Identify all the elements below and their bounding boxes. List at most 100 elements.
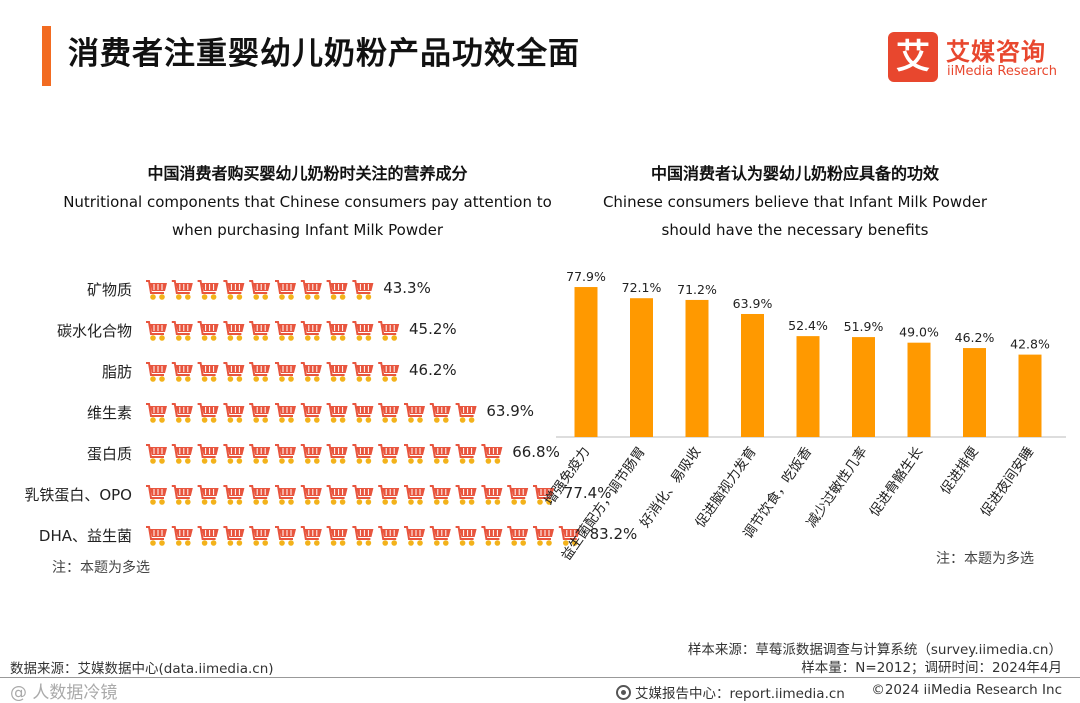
shopping-cart-icon [249, 526, 271, 546]
right-category-label: 促进排便 [938, 444, 982, 498]
right-value-label: 49.0% [899, 325, 939, 340]
left-category-label: 脂肪 [101, 363, 132, 381]
right-bar [630, 298, 653, 437]
right-value-label: 51.9% [844, 319, 884, 334]
left-bar [146, 526, 580, 546]
left-chart-subtitle-1: Nutritional components that Chinese cons… [63, 193, 552, 211]
right-bar [685, 299, 709, 437]
left-chart-title-block: 中国消费者购买婴幼儿奶粉时关注的营养成分 Nutritional compone… [40, 160, 575, 244]
shopping-cart-icon [275, 485, 296, 505]
right-value-label: 46.2% [955, 330, 995, 345]
shopping-cart-icon [275, 321, 296, 341]
shopping-cart-icon [429, 485, 451, 505]
shopping-cart-icon [326, 321, 348, 341]
logo-name-en: iiMedia Research [947, 64, 1058, 79]
shopping-cart-icon [146, 362, 167, 382]
brand-logo: 艾 艾媒咨询 iiMedia Research [888, 32, 1060, 82]
shopping-cart-icon [275, 403, 296, 423]
shopping-cart-icon [326, 280, 348, 300]
right-value-label: 71.2% [677, 282, 717, 297]
right-bar [963, 348, 986, 437]
shopping-cart-icon [326, 403, 348, 423]
shopping-cart-icon [429, 444, 451, 464]
shopping-cart-icon [300, 362, 322, 382]
left-value-label: 43.3% [383, 279, 431, 297]
watermark: @ 人数据冷镜 [10, 683, 118, 703]
right-bar [1018, 354, 1042, 437]
left-category-label: 乳铁蛋白、OPO [24, 486, 132, 504]
right-chart-subtitle-1: Chinese consumers believe that Infant Mi… [602, 193, 988, 211]
right-value-label: 72.1% [622, 280, 662, 295]
shopping-cart-icon [404, 485, 425, 505]
shopping-cart-icon [404, 444, 425, 464]
right-category-label: 促进夜间安睡 [978, 444, 1038, 520]
footer-divider [0, 677, 1080, 678]
data-source: 数据来源：艾媒数据中心(data.iimedia.cn) [10, 661, 274, 677]
shopping-cart-icon [300, 403, 322, 423]
shopping-cart-icon [171, 444, 193, 464]
left-bar [146, 485, 554, 505]
shopping-cart-icon [352, 485, 374, 505]
left-value-label: 63.9% [486, 402, 535, 420]
shopping-cart-icon [249, 362, 271, 382]
shopping-cart-icon [352, 526, 374, 546]
right-chart-title: 中国消费者认为婴幼儿奶粉应具备的功效 [650, 164, 939, 183]
shopping-cart-icon [223, 403, 245, 423]
right-value-label: 77.9% [566, 269, 606, 284]
shopping-cart-icon [223, 444, 245, 464]
shopping-cart-icon [223, 280, 245, 300]
right-bar [907, 342, 931, 437]
right-bar [574, 287, 598, 437]
sample-info: 样本量：N=2012；调研时间：2024年4月 [801, 660, 1062, 676]
shopping-cart-icon [481, 444, 503, 464]
left-chart-title: 中国消费者购买婴幼儿奶粉时关注的营养成分 [147, 164, 468, 183]
page-title: 消费者注重婴幼儿奶粉产品功效全面 [68, 36, 580, 72]
shopping-cart-icon [275, 444, 296, 464]
shopping-cart-icon [404, 403, 425, 423]
left-value-label: 83.2% [589, 525, 638, 543]
shopping-cart-icon [146, 280, 167, 300]
shopping-cart-icon [352, 321, 374, 341]
shopping-cart-icon [378, 485, 400, 505]
shopping-cart-icon [378, 362, 400, 382]
left-value-label: 77.4% [563, 484, 612, 502]
shopping-cart-icon [558, 526, 580, 546]
right-value-label: 63.9% [733, 296, 773, 311]
right-bar [741, 313, 764, 437]
shopping-cart-icon [429, 526, 451, 546]
report-center-text: 艾媒报告中心：report.iimedia.cn [635, 686, 845, 702]
shopping-cart-icon [455, 444, 477, 464]
shopping-cart-icon [197, 403, 219, 423]
left-category-label: DHA、益生菌 [38, 527, 132, 545]
shopping-cart-icon [455, 485, 477, 505]
right-chart: 77.9%增强免疫力72.1%益生菌配方，调节肠胃71.2%好消化、易吸收63.… [541, 269, 1066, 560]
shopping-cart-icon [300, 280, 322, 300]
left-category-label: 碳水化合物 [56, 322, 132, 340]
right-bar [796, 336, 820, 437]
shopping-cart-icon [352, 280, 374, 300]
shopping-cart-icon [352, 403, 374, 423]
shopping-cart-icon [249, 444, 271, 464]
shopping-cart-icon [223, 321, 245, 341]
right-chart-title-block: 中国消费者认为婴幼儿奶粉应具备的功效 Chinese consumers bel… [560, 160, 1030, 244]
shopping-cart-icon [275, 362, 296, 382]
shopping-cart-icon [507, 526, 529, 546]
left-value-label: 66.8% [512, 443, 560, 461]
shopping-cart-icon [275, 280, 296, 300]
title-accent-bar [42, 26, 51, 86]
right-value-label: 52.4% [788, 318, 828, 333]
left-value-label: 45.2% [409, 320, 457, 338]
left-bar [146, 444, 503, 464]
shopping-cart-icon [378, 321, 400, 341]
shopping-cart-icon [223, 485, 245, 505]
right-category-label: 促进骨骼生长 [867, 444, 927, 520]
shopping-cart-icon [275, 526, 296, 546]
shopping-cart-icon [326, 362, 348, 382]
shopping-cart-icon [171, 485, 193, 505]
shopping-cart-icon [249, 485, 271, 505]
shopping-cart-icon [481, 526, 503, 546]
shopping-cart-icon [429, 403, 451, 423]
shopping-cart-icon [404, 526, 425, 546]
left-bar [146, 362, 400, 382]
right-note: 注：本题为多选 [936, 551, 1034, 567]
